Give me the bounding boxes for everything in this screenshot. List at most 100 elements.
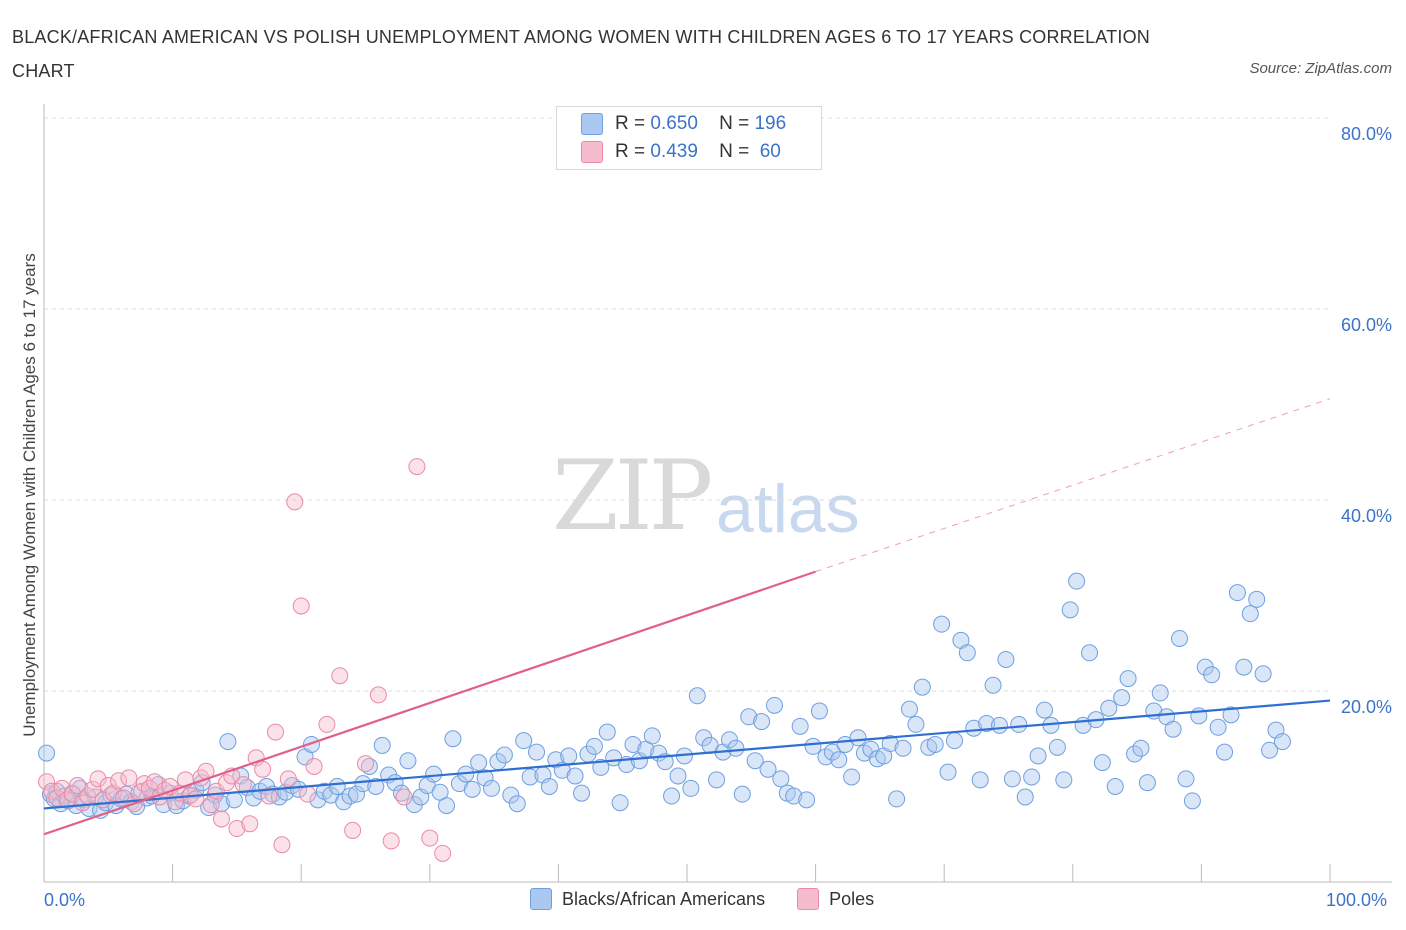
blacks-point: [888, 790, 906, 808]
blacks-point: [1119, 670, 1137, 688]
blacks-point: [1068, 572, 1086, 590]
blacks-point: [1048, 738, 1066, 756]
blacks-point: [990, 716, 1008, 734]
blacks-point: [830, 751, 848, 769]
legend-item-blacks[interactable]: Blacks/African Americans: [530, 888, 765, 910]
blacks-point: [900, 700, 918, 718]
blacks-point: [1003, 770, 1021, 788]
blacks-point: [309, 791, 327, 809]
n-label: N =: [719, 113, 750, 134]
blacks-point: [1100, 699, 1118, 717]
poles-point: [202, 796, 220, 814]
trendline-poles-extension: [815, 398, 1331, 573]
blacks-point: [592, 758, 610, 776]
blacks-point: [1235, 658, 1253, 676]
blacks-point: [463, 780, 481, 798]
blacks-point: [1273, 733, 1291, 751]
blacks-point: [373, 736, 391, 754]
blacks-point: [476, 769, 494, 787]
r-label: R =: [615, 113, 646, 134]
blacks-point: [997, 650, 1015, 668]
legend-item-poles[interactable]: Poles: [797, 888, 874, 910]
blacks-point: [598, 723, 616, 741]
blacks-point: [1171, 629, 1189, 647]
poles-point: [318, 715, 336, 733]
r-value: 0.650: [650, 113, 698, 134]
blacks-point: [746, 752, 764, 770]
blacks-point: [1203, 666, 1221, 684]
blacks-point: [1177, 770, 1195, 788]
series-legend: Blacks/African Americans Poles: [530, 888, 906, 910]
blacks-point: [965, 719, 983, 737]
blacks-point: [1055, 771, 1073, 789]
blacks-point: [515, 732, 533, 750]
blacks-point: [495, 746, 513, 764]
blacks-point: [740, 708, 758, 726]
poles-point: [110, 772, 128, 790]
blacks-point: [804, 737, 822, 755]
n-value: 60: [759, 141, 781, 162]
poles-point: [120, 769, 138, 787]
blacks-point: [502, 786, 520, 804]
blacks-point: [219, 733, 237, 751]
blacks-point: [926, 735, 944, 753]
pink-swatch: [581, 141, 603, 163]
blacks-point: [1261, 741, 1279, 759]
blacks-point: [682, 779, 700, 797]
r-label: R =: [615, 141, 646, 162]
blacks-point: [727, 739, 745, 757]
trendline-blacks: [43, 699, 1331, 810]
blacks-point: [611, 794, 629, 812]
blacks-point: [708, 771, 726, 789]
blacks-point: [1081, 644, 1099, 662]
blacks-point: [772, 770, 790, 788]
poles-point: [254, 760, 272, 778]
blacks-point: [341, 787, 359, 805]
blacks-point: [1029, 747, 1047, 765]
poles-point: [395, 788, 413, 806]
x-tick-label-min: 0.0%: [44, 890, 86, 910]
blacks-point: [540, 778, 558, 795]
watermark-zip: ZIP: [552, 440, 713, 552]
chart-title: BLACK/AFRICAN AMERICAN VS POLISH UNEMPLO…: [12, 27, 1150, 81]
poles-point: [408, 458, 426, 476]
blacks-point: [1164, 720, 1182, 738]
n-label: N =: [719, 141, 750, 162]
blacks-point: [483, 779, 501, 797]
x-tick-label-max: 100.0%: [1326, 890, 1388, 910]
blacks-point: [1209, 718, 1227, 736]
poles-point: [228, 820, 246, 838]
blacks-point: [335, 793, 353, 811]
poles-point: [266, 723, 284, 741]
poles-point: [369, 686, 387, 704]
blacks-point: [1183, 792, 1201, 810]
blacks-point: [399, 752, 417, 770]
blacks-point: [843, 768, 861, 786]
blacks-point: [978, 714, 996, 732]
blacks-point: [1254, 665, 1272, 683]
poles-point: [38, 773, 56, 791]
blacks-point: [1241, 605, 1259, 623]
blacks-point: [1010, 715, 1028, 733]
blacks-point: [521, 768, 539, 786]
blacks-point: [643, 727, 661, 745]
legend-label-poles: Poles: [829, 888, 875, 909]
blacks-point: [1036, 701, 1054, 719]
blacks-point: [1061, 601, 1079, 619]
poles-point: [135, 775, 153, 793]
pink-swatch: [797, 888, 820, 910]
blacks-point: [444, 730, 462, 748]
blacks-point: [302, 735, 320, 753]
blacks-point: [1132, 739, 1150, 757]
blacks-point: [225, 791, 243, 809]
blacks-point: [367, 778, 385, 795]
poles-point: [187, 790, 205, 808]
blue-swatch: [581, 113, 603, 135]
blacks-point: [38, 744, 56, 762]
blacks-point: [907, 715, 925, 733]
blacks-point: [759, 760, 777, 778]
blacks-point: [1016, 788, 1034, 806]
blacks-point: [1248, 590, 1266, 608]
y-tick-label-20: 20.0%: [1340, 697, 1392, 717]
